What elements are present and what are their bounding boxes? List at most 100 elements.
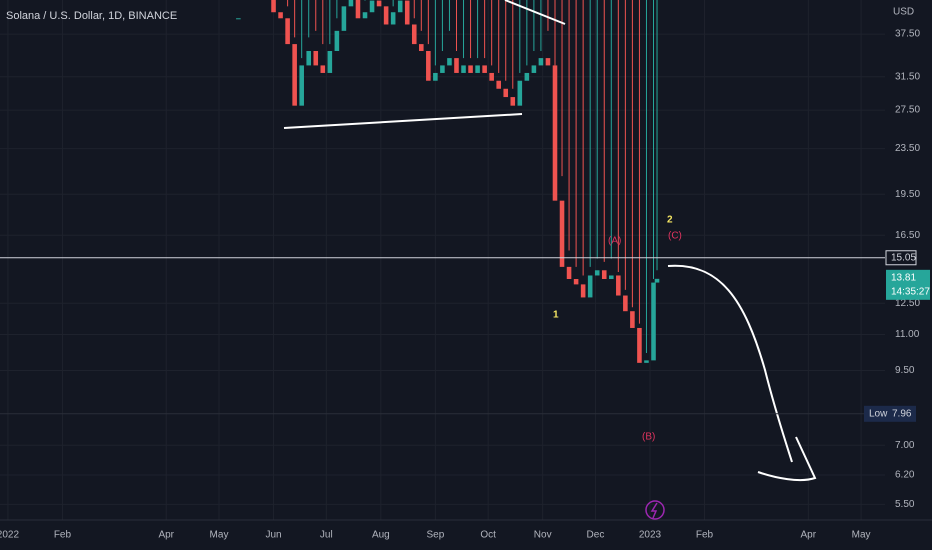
annotation: 2 [667, 215, 673, 226]
candle-body [320, 65, 326, 73]
candle-body [334, 30, 340, 51]
candle-body [426, 50, 431, 81]
x-tick-label: May [852, 530, 871, 541]
x-tick-label: May [210, 530, 229, 541]
y-tick-label: 11.00 [895, 329, 920, 340]
current-price-tag [886, 269, 930, 300]
x-tick-label: Nov [534, 530, 552, 541]
candle-body [341, 6, 347, 31]
x-tick-label: Apr [801, 530, 817, 541]
candle-body [517, 80, 523, 106]
candle-body [327, 50, 333, 73]
candle-body [404, 0, 410, 25]
candle-body [489, 72, 494, 81]
candle-body [236, 18, 241, 20]
x-tick-label: 2023 [639, 530, 662, 541]
y-tick-label: 23.50 [895, 143, 920, 154]
candle-body [447, 58, 452, 66]
candle-body [601, 270, 607, 280]
overlay: 37.5031.5027.5023.5019.5016.5012.5011.00… [0, 29, 930, 541]
candle-body [524, 72, 530, 81]
candle-body [531, 65, 537, 73]
x-tick-label: Dec [587, 530, 605, 541]
candle-body [454, 58, 459, 73]
candles [236, 0, 660, 363]
candle-body [496, 80, 501, 89]
candle-body [587, 275, 593, 298]
x-tick-label: Apr [158, 530, 174, 541]
candle-body [433, 72, 438, 81]
candle-body [411, 24, 417, 45]
candle-body [630, 311, 635, 328]
candle-body [623, 295, 628, 312]
x-tick-label: Jul [320, 530, 333, 541]
x-tick-label: Sep [426, 530, 444, 541]
candle-body [651, 282, 656, 361]
chart-title: Solana / U.S. Dollar, 1D, BINANCE [6, 10, 177, 22]
candle-body [306, 50, 312, 66]
y-tick-label: 9.50 [895, 365, 915, 376]
price-line-tag [885, 250, 917, 266]
x-tick-label: Oct [480, 530, 496, 541]
candle-body [573, 279, 579, 285]
candle-body [461, 65, 466, 73]
candle-body [482, 65, 487, 73]
candle-body [355, 0, 361, 19]
current-price: 13.81 [891, 272, 916, 283]
low-tag [864, 405, 916, 422]
price-line-label: 15.05 [891, 252, 916, 263]
x-tick-label: 2022 [0, 530, 19, 541]
y-tick-label: 5.50 [895, 499, 915, 510]
candle-body [348, 0, 354, 7]
annotation: (C) [668, 231, 682, 242]
x-tick-label: Jun [265, 530, 281, 541]
annotation: 1 [553, 310, 559, 321]
candle-body [510, 97, 516, 106]
candle-body [545, 58, 551, 66]
y-tick-label: 19.50 [895, 189, 920, 200]
candle-body [616, 275, 621, 296]
candle-body [313, 50, 319, 66]
trendline [504, 0, 566, 25]
x-tick-label: Feb [696, 530, 714, 541]
low-value: 7.96 [892, 408, 912, 419]
candle-body [503, 88, 509, 98]
y-tick-label: 27.50 [895, 105, 920, 116]
y-tick-label: 12.50 [895, 298, 920, 309]
candle-body [383, 6, 389, 25]
candle-body [362, 12, 368, 19]
y-tick-label: 7.00 [895, 440, 915, 451]
candle-body [376, 0, 382, 7]
candle-body [419, 44, 424, 51]
candle-body [559, 200, 565, 267]
event-icon[interactable] [645, 500, 665, 520]
candle-body [271, 0, 276, 13]
forecast-arrow [667, 264, 817, 482]
countdown: 14:35:27 [891, 286, 930, 297]
candle-body [594, 270, 600, 276]
y-tick-label: 31.50 [895, 71, 920, 82]
candle-body [538, 58, 544, 66]
x-tick-label: Feb [54, 530, 72, 541]
candle-body [566, 266, 572, 280]
low-label: Low [869, 408, 888, 419]
candle-body [397, 0, 403, 13]
candle-body [468, 65, 473, 73]
candle-body [654, 278, 660, 283]
candle-body [369, 0, 375, 13]
event-icon-bolt [650, 502, 658, 519]
candle-body [644, 360, 649, 363]
candle-body [299, 65, 304, 106]
candle-body [552, 65, 558, 201]
candle-body [475, 65, 480, 73]
candle-body [637, 327, 642, 363]
currency: USD [893, 7, 914, 18]
candle-body [608, 275, 614, 280]
candle-body [390, 12, 396, 25]
candle-body [285, 18, 290, 45]
annotation: (A) [608, 236, 621, 247]
candle-body [440, 65, 445, 73]
y-tick-label: 16.50 [895, 230, 920, 241]
y-tick-label: 37.50 [895, 29, 920, 40]
